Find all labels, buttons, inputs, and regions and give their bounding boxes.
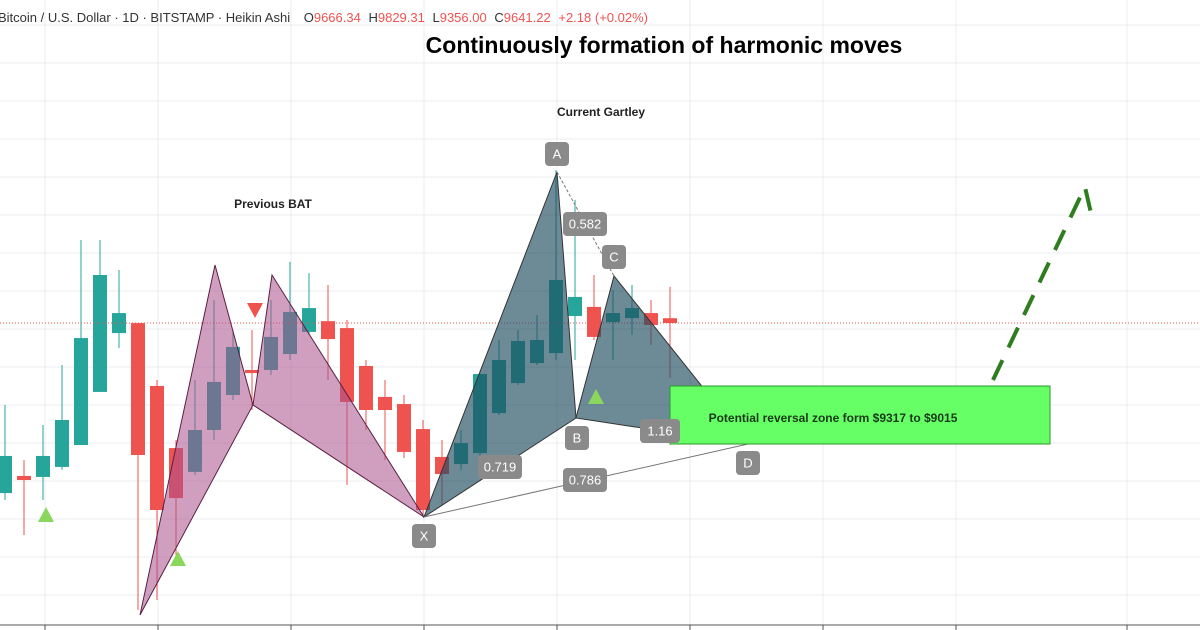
ratio-text: 0.582 [569, 216, 602, 231]
signal-up [170, 551, 186, 566]
symbol: Bitcoin / U.S. Dollar · 1D · BITSTAMP · … [0, 10, 290, 25]
ohlc-value: 9829.31 [378, 10, 425, 25]
candle-body [245, 370, 259, 374]
change: +2.18 (+0.02%) [558, 10, 648, 25]
signal-up [588, 389, 604, 404]
candle-body [568, 296, 582, 316]
candle-body [359, 365, 373, 410]
point-label-text: A [553, 146, 562, 161]
candle-body [587, 306, 601, 337]
candle-body [644, 313, 658, 325]
point-label: C [602, 245, 626, 269]
ohlc-value: 9666.34 [314, 10, 361, 25]
signal-up [38, 507, 54, 522]
ratio-text: 0.719 [484, 459, 517, 474]
annotation: Current Gartley [557, 105, 645, 119]
candle-body [150, 385, 164, 510]
annotation: Previous BAT [234, 197, 312, 211]
projection [991, 180, 1095, 381]
point-label-text: B [573, 430, 582, 445]
bat-xab [139, 264, 254, 616]
candle-body [93, 275, 107, 392]
ratio-text: 1.16 [647, 423, 672, 438]
signal-down [247, 303, 263, 318]
ratio-text: 0.786 [569, 472, 602, 487]
candle-body [36, 455, 50, 477]
ratio-label: 1.16 [640, 419, 680, 443]
ohlc-key: C [494, 10, 503, 25]
ohlc-key: L [432, 10, 439, 25]
reversal-zone [669, 385, 1051, 445]
ratio-label: 0.786 [563, 468, 607, 492]
candle-body [17, 475, 31, 480]
chart-title: Continuously formation of harmonic moves [426, 32, 903, 58]
bat-bcd [252, 273, 425, 518]
point-label: B [565, 426, 589, 450]
ohlc-key: O [304, 10, 314, 25]
point-label-text: X [420, 528, 429, 543]
candle-body [55, 420, 69, 467]
header: Bitcoin / U.S. Dollar · 1D · BITSTAMP · … [0, 10, 648, 25]
candle-body [0, 455, 12, 494]
ratio-label: 0.582 [563, 212, 607, 236]
candle-body [112, 313, 126, 334]
ohlc-value: 9641.22 [504, 10, 551, 25]
candle-body [321, 321, 335, 340]
candle-body [131, 323, 145, 455]
candle-body [74, 338, 88, 445]
candle-body [397, 404, 411, 452]
zone-label: Potential reversal zone form $9317 to $9… [709, 411, 958, 425]
point-label-text: C [609, 249, 618, 264]
point-label-text: D [743, 455, 752, 470]
ohlc-value: 9356.00 [440, 10, 487, 25]
candle-body [378, 396, 392, 410]
point-label: A [545, 142, 569, 166]
candle-body [302, 308, 316, 332]
ohlc-key: H [368, 10, 377, 25]
ratio-label: 0.719 [478, 455, 522, 479]
point-label: X [412, 524, 436, 548]
point-label: D [736, 451, 760, 475]
candle-body [663, 318, 677, 324]
candle-body [340, 328, 354, 402]
candle-body [416, 429, 430, 510]
